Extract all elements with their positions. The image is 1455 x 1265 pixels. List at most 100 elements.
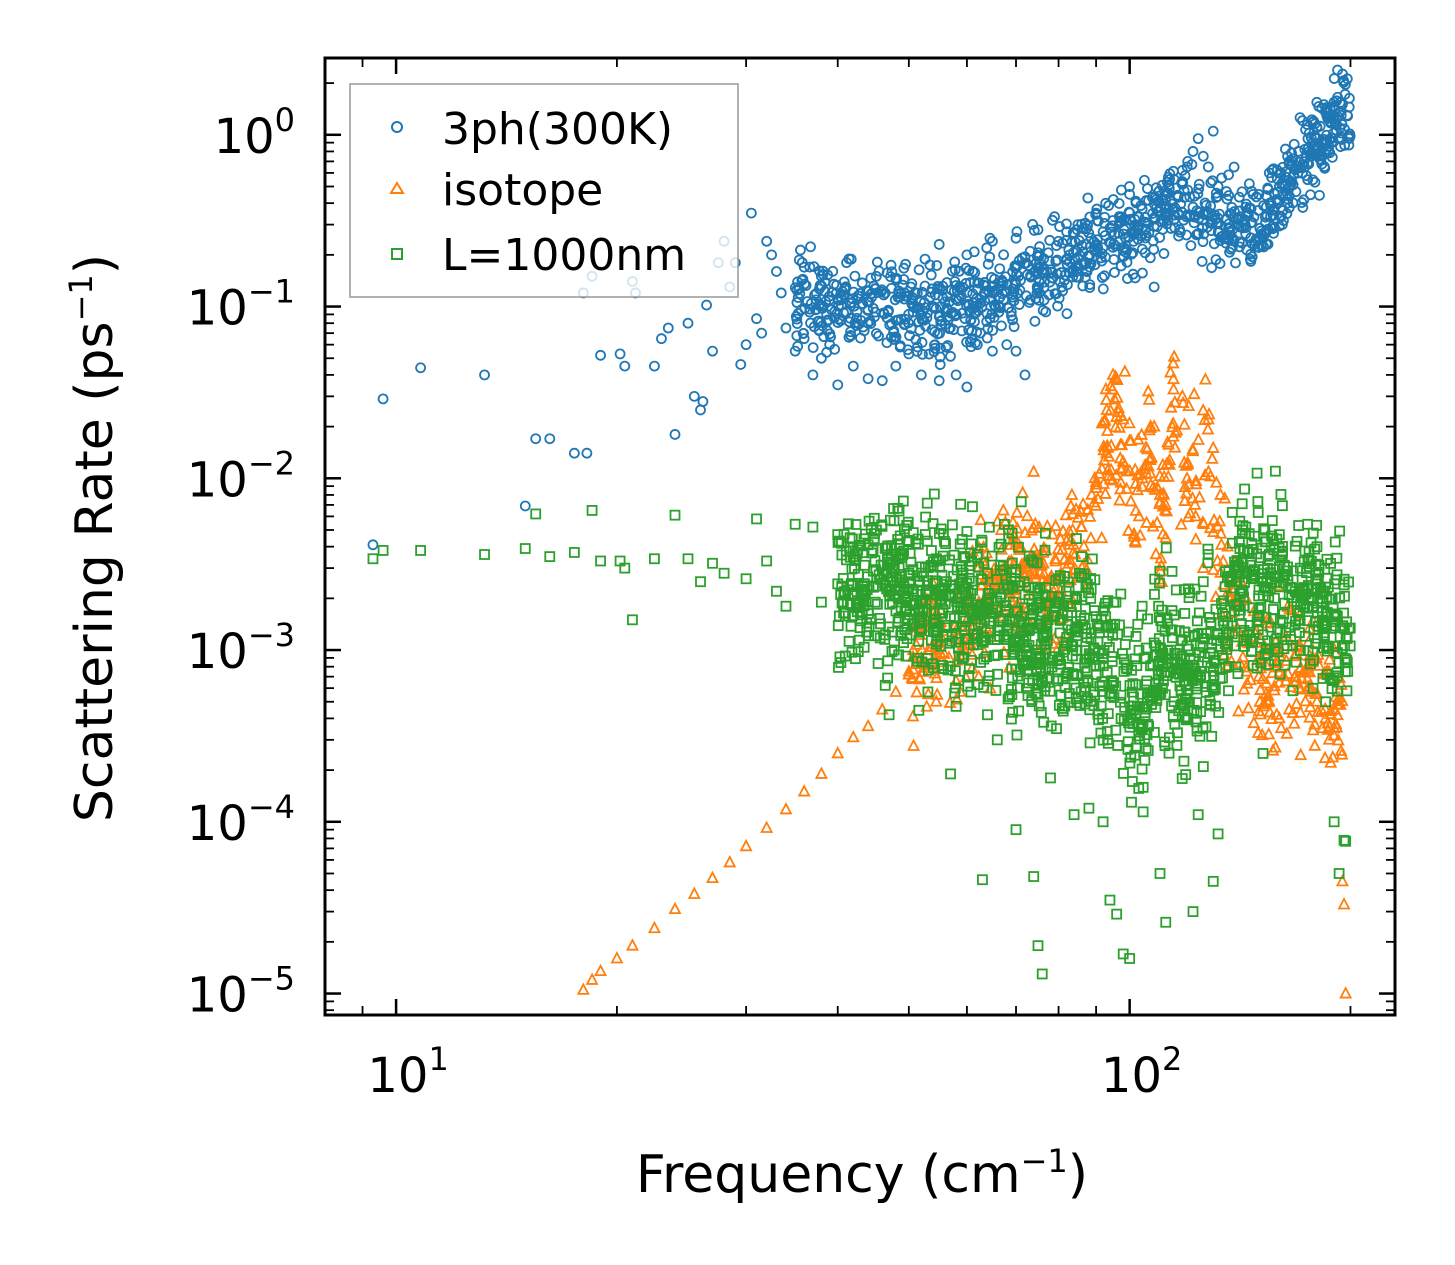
data-point-isotope [1010, 505, 1024, 518]
data-point-l-1000nm [1039, 544, 1051, 556]
data-point-3ph-300k- [1155, 209, 1167, 221]
data-point-l-1000nm [1099, 601, 1110, 613]
data-point-3ph-300k- [1267, 220, 1278, 232]
data-point-3ph-300k- [822, 314, 834, 326]
data-point-isotope [647, 920, 661, 934]
data-point-l-1000nm [1154, 868, 1166, 879]
data-point-l-1000nm [1023, 677, 1034, 689]
data-point-3ph-300k- [1202, 161, 1214, 173]
data-point-3ph-300k- [862, 304, 874, 316]
data-point-l-1000nm [1343, 576, 1355, 588]
data-point-l-1000nm [1306, 582, 1317, 594]
data-point-l-1000nm [1014, 666, 1026, 678]
data-point-3ph-300k- [1178, 214, 1190, 226]
data-point-l-1000nm [958, 651, 970, 663]
data-point-3ph-300k- [984, 232, 996, 244]
data-point-l-1000nm [1188, 663, 1200, 674]
data-point-l-1000nm [1334, 525, 1346, 537]
x-axis-title: Frequency (cm−1) [636, 1142, 1088, 1205]
data-point-isotope [1323, 706, 1337, 719]
data-point-3ph-300k- [1127, 268, 1139, 280]
data-point-3ph-300k- [1341, 109, 1353, 121]
data-point-isotope [1089, 498, 1103, 511]
data-point-isotope [921, 686, 935, 700]
data-point-l-1000nm [377, 545, 389, 556]
data-point-isotope [1163, 452, 1177, 466]
data-point-isotope [814, 766, 828, 779]
data-point-l-1000nm [945, 590, 957, 602]
data-point-l-1000nm [1167, 632, 1178, 644]
data-point-3ph-300k- [815, 300, 827, 312]
data-point-l-1000nm [1053, 573, 1064, 585]
data-point-l-1000nm [1045, 772, 1056, 784]
data-point-3ph-300k- [988, 312, 1000, 323]
data-point-3ph-300k- [982, 258, 994, 270]
data-point-3ph-300k- [957, 282, 969, 293]
data-point-isotope [1109, 419, 1123, 433]
data-point-l-1000nm [922, 664, 934, 676]
data-point-3ph-300k- [921, 312, 933, 324]
data-point-3ph-300k- [682, 317, 694, 329]
data-point-3ph-300k- [1124, 181, 1135, 192]
data-point-3ph-300k- [965, 341, 977, 353]
data-point-isotope [1141, 384, 1155, 397]
data-point-isotope [1027, 464, 1041, 477]
data-point-isotope [1324, 755, 1338, 768]
data-point-3ph-300k- [986, 271, 997, 283]
data-point-l-1000nm [868, 512, 880, 524]
data-point-isotope [889, 684, 903, 697]
data-point-l-1000nm [1301, 563, 1313, 574]
data-point-3ph-300k- [1082, 192, 1094, 204]
data-point-3ph-300k- [1273, 181, 1285, 192]
data-point-l-1000nm [1012, 606, 1023, 617]
legend-marker-isotope [389, 181, 405, 194]
data-point-3ph-300k- [1160, 194, 1172, 205]
data-point-l-1000nm [1238, 591, 1250, 603]
data-point-l-1000nm [982, 675, 994, 687]
data-point-l-1000nm [1207, 875, 1219, 887]
data-point-l-1000nm [1311, 519, 1323, 531]
data-point-l-1000nm [1342, 666, 1354, 677]
data-point-l-1000nm [927, 518, 939, 530]
data-point-3ph-300k- [1150, 182, 1162, 194]
data-point-l-1000nm [903, 567, 915, 579]
data-point-l-1000nm [921, 606, 933, 618]
data-point-l-1000nm [1112, 628, 1124, 640]
data-point-l-1000nm [1187, 906, 1199, 917]
data-point-3ph-300k- [917, 348, 928, 360]
data-point-l-1000nm [850, 653, 861, 665]
data-point-l-1000nm [846, 533, 858, 545]
data-point-l-1000nm [1176, 666, 1188, 677]
data-point-isotope [1035, 574, 1049, 587]
data-point-l-1000nm [898, 581, 910, 593]
data-point-3ph-300k- [1283, 156, 1295, 167]
data-point-3ph-300k- [998, 249, 1010, 261]
data-point-isotope [1128, 533, 1142, 547]
data-point-l-1000nm [896, 552, 907, 563]
data-point-isotope [930, 687, 944, 700]
data-point-3ph-300k- [530, 433, 542, 445]
data-point-isotope [1104, 403, 1118, 416]
data-point-3ph-300k- [928, 302, 939, 314]
data-point-3ph-300k- [1090, 207, 1102, 219]
data-point-l-1000nm [922, 575, 934, 587]
data-point-l-1000nm [1095, 700, 1107, 712]
data-point-3ph-300k- [791, 313, 803, 325]
data-point-isotope [668, 901, 682, 915]
data-point-3ph-300k- [871, 256, 883, 268]
data-point-l-1000nm [789, 518, 801, 530]
y-tick-label: 10−1 [187, 273, 295, 337]
data-point-l-1000nm [1319, 585, 1330, 597]
data-point-3ph-300k- [1156, 179, 1168, 191]
data-point-l-1000nm [971, 599, 982, 611]
data-point-isotope [1163, 365, 1177, 378]
data-point-isotope [1069, 502, 1083, 515]
data-point-l-1000nm [984, 627, 996, 638]
data-point-3ph-300k- [929, 339, 941, 351]
data-point-3ph-300k- [1120, 247, 1132, 258]
data-point-l-1000nm [1186, 659, 1198, 671]
data-point-3ph-300k- [1024, 294, 1036, 306]
data-point-l-1000nm [922, 686, 934, 698]
data-point-isotope [1237, 682, 1251, 695]
